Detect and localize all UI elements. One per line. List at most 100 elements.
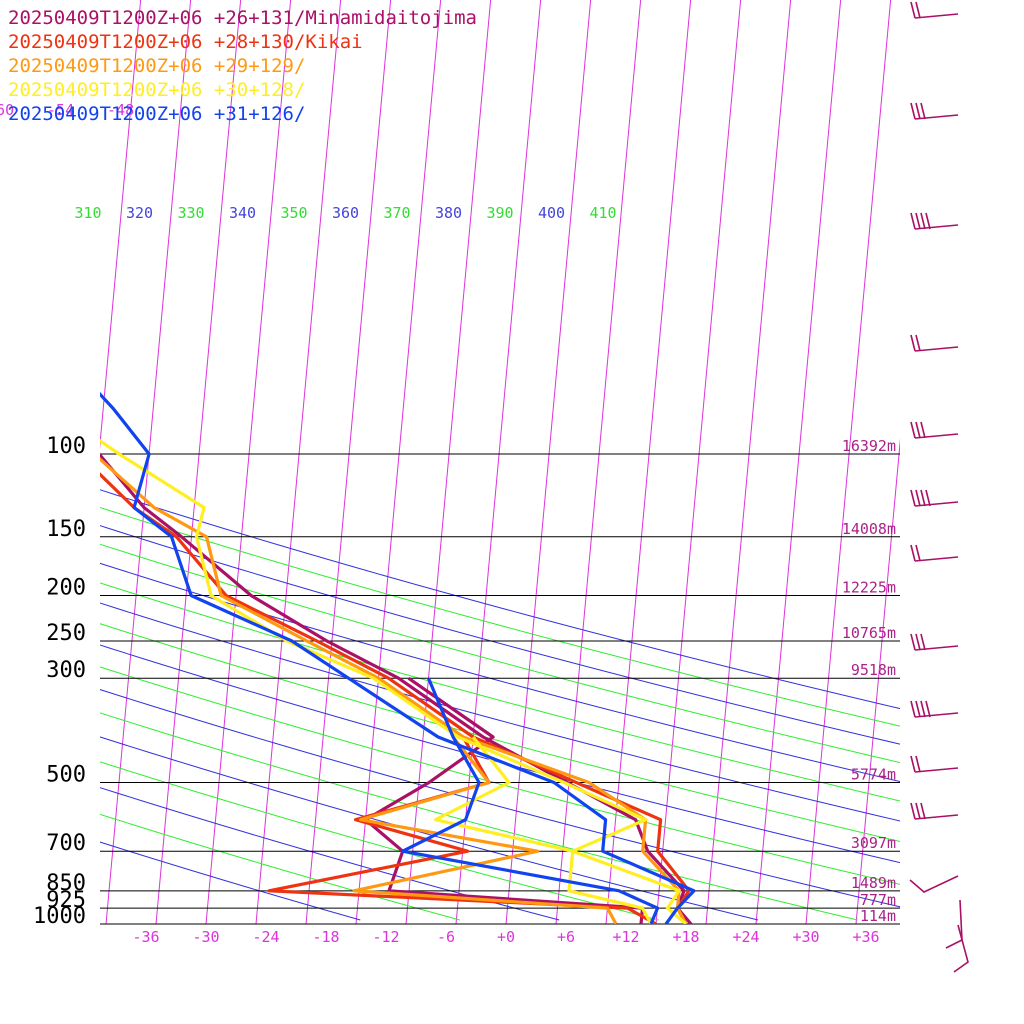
theta-label: 330 [177, 204, 204, 222]
isotherm-line [505, 0, 592, 924]
pressure-label: 1000 [33, 904, 86, 929]
isotherm-line [906, 0, 991, 924]
dewpoint-line [434, 736, 653, 924]
wind-barb [910, 212, 959, 230]
axis-labels: 100 16392m 150 14008m 200 12225m 250 10765m 300 9… [0, 101, 896, 946]
dry-adiabat-line [100, 582, 900, 802]
isotherm-line [455, 0, 542, 924]
isotherm-line [555, 0, 642, 924]
dewpoint-line [401, 677, 660, 924]
sounding-series [100, 391, 696, 924]
wind-barb [910, 102, 959, 120]
legend-entry: 20250409T1200Z+06 +28+130/Kikai [8, 31, 363, 53]
temperature-tick-label: -6 [437, 928, 455, 946]
theta-label: 310 [74, 204, 101, 222]
temperature-line [100, 438, 688, 924]
height-label: 1489m [851, 874, 896, 892]
theta-label: 400 [538, 204, 565, 222]
temperature-tick-label: -30 [192, 928, 219, 946]
isotherm-line [1006, 0, 1024, 924]
wind-barbs [909, 1, 969, 973]
temperature-tick-label: -12 [372, 928, 399, 946]
height-label: 14008m [842, 520, 896, 538]
theta-label: 320 [126, 204, 153, 222]
pressure-label: 150 [46, 517, 86, 542]
wind-barb [910, 633, 959, 651]
isotherm-line [0, 0, 41, 924]
wind-barb [945, 899, 963, 949]
isotherm-line [100, 0, 142, 450]
dry-adiabat-line [100, 623, 900, 843]
theta-label: 360 [332, 204, 359, 222]
pressure-label: 700 [46, 831, 86, 856]
wind-barb [953, 924, 969, 973]
temperature-tick-label: -36 [132, 928, 159, 946]
isotherm-line [255, 0, 342, 924]
legend-entry: 20250409T1200Z+06 +26+131/Minamidaitojim… [8, 7, 477, 29]
height-label: 5774m [851, 766, 896, 784]
temperature-tick-label: -24 [252, 928, 279, 946]
isotherm-line [956, 0, 1024, 924]
dry-adiabat-line [100, 689, 900, 908]
dry-adiabat-line [100, 761, 659, 921]
wind-barb [910, 802, 959, 820]
wind-barb [910, 700, 959, 718]
isotherm-line [805, 0, 892, 924]
height-label: 114m [860, 907, 896, 925]
dewpoint-line [352, 736, 618, 924]
pressure-label: 100 [46, 434, 86, 459]
pressure-label: 300 [46, 658, 86, 683]
pressure-label: 500 [46, 763, 86, 788]
wind-barb [910, 489, 959, 507]
temperature-tick-label: +18 [672, 928, 699, 946]
theta-label: 340 [229, 204, 256, 222]
isotherm-label: -48 [107, 101, 134, 119]
wind-barb [910, 421, 959, 439]
height-label: 10765m [842, 624, 896, 642]
temperature-tick-label: +6 [557, 928, 575, 946]
legend: 20250409T1200Z+06 +26+131/Minamidaitojim… [8, 6, 477, 126]
dry-adiabat-line [100, 666, 900, 885]
theta-label: 370 [383, 204, 410, 222]
height-label: 3097m [851, 834, 896, 852]
pressure-label: 200 [46, 575, 86, 600]
height-label: 12225m [842, 578, 896, 596]
legend-entry: 20250409T1200Z+06 +31+126/ [8, 103, 306, 125]
legend-entry: 20250409T1200Z+06 +30+128/ [8, 79, 306, 101]
isotherm-lines [0, 0, 1024, 924]
height-label: 9518m [851, 661, 896, 679]
isotherm-line [355, 0, 442, 924]
dry-adiabat-line [100, 602, 900, 822]
theta-label: 380 [435, 204, 462, 222]
isotherm-line [705, 0, 792, 924]
isotherm-label: -54 [47, 101, 74, 119]
isotherm-label: -60 [0, 101, 14, 119]
dry-adiabat-line [100, 736, 759, 921]
wind-barb [910, 1, 959, 19]
wind-barb [909, 875, 959, 893]
isotherm-line [405, 0, 492, 924]
theta-label: 410 [589, 204, 616, 222]
theta-label: 390 [486, 204, 513, 222]
temperature-tick-label: +0 [497, 928, 515, 946]
isotherm-line [305, 0, 392, 924]
pressure-label: 250 [46, 621, 86, 646]
pressure-label: 925 [46, 888, 86, 913]
wind-barb [910, 755, 959, 773]
dry-adiabat-line [100, 562, 900, 783]
isotherm-line [755, 0, 842, 924]
temperature-tick-label: -18 [312, 928, 339, 946]
temperature-line [100, 452, 693, 924]
isotherm-line [205, 0, 292, 924]
isobar-lines [100, 453, 900, 925]
theta-label: 350 [280, 204, 307, 222]
temperature-line [100, 391, 696, 924]
temperature-tick-label: +24 [732, 928, 759, 946]
legend-entry: 20250409T1200Z+06 +29+129/ [8, 55, 306, 77]
wind-barb [910, 544, 959, 562]
height-label: 777m [860, 891, 896, 909]
isotherm-line [605, 0, 692, 924]
temperature-tick-label: +12 [612, 928, 639, 946]
isotherm-line [655, 0, 742, 924]
